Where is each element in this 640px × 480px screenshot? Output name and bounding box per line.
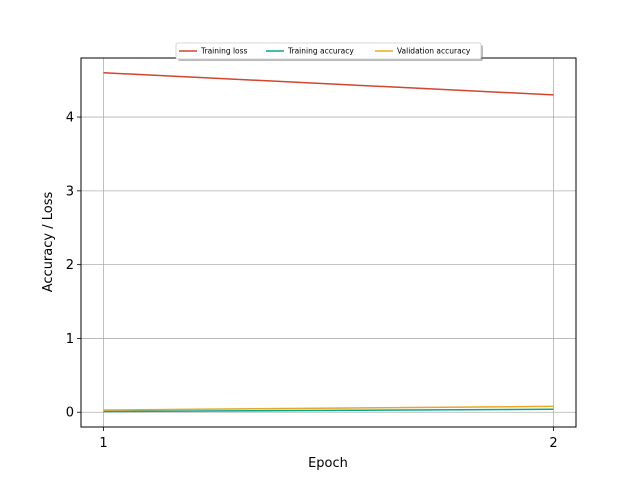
y-tick-label: 3	[66, 184, 74, 199]
y-axis-title: Accuracy / Loss	[41, 192, 56, 293]
series-line-2	[103, 405, 554, 411]
x-axis-title: Epoch	[308, 456, 348, 471]
y-tick-label: 0	[66, 406, 74, 421]
plot-area-frame	[80, 57, 577, 428]
x-tick-label: 1	[99, 436, 107, 451]
legend-label-2: Validation accuracy	[397, 47, 471, 56]
y-tick-label: 1	[66, 332, 74, 347]
legend: Training loss Training accuracy Validation…	[175, 42, 483, 61]
series-layer	[103, 72, 554, 413]
series-line-1	[103, 408, 554, 413]
x-tick-label: 2	[549, 436, 557, 451]
series-line-0	[103, 72, 554, 96]
y-tick-label: 4	[66, 111, 74, 126]
legend-label-1: Training accuracy	[287, 47, 354, 56]
legend-label-0: Training loss	[200, 47, 248, 56]
tick-layer: 0 1 2 3 4 1 2	[66, 111, 558, 451]
legend-box	[175, 42, 482, 60]
grid-layer	[81, 58, 576, 427]
y-tick-label: 2	[66, 258, 74, 273]
